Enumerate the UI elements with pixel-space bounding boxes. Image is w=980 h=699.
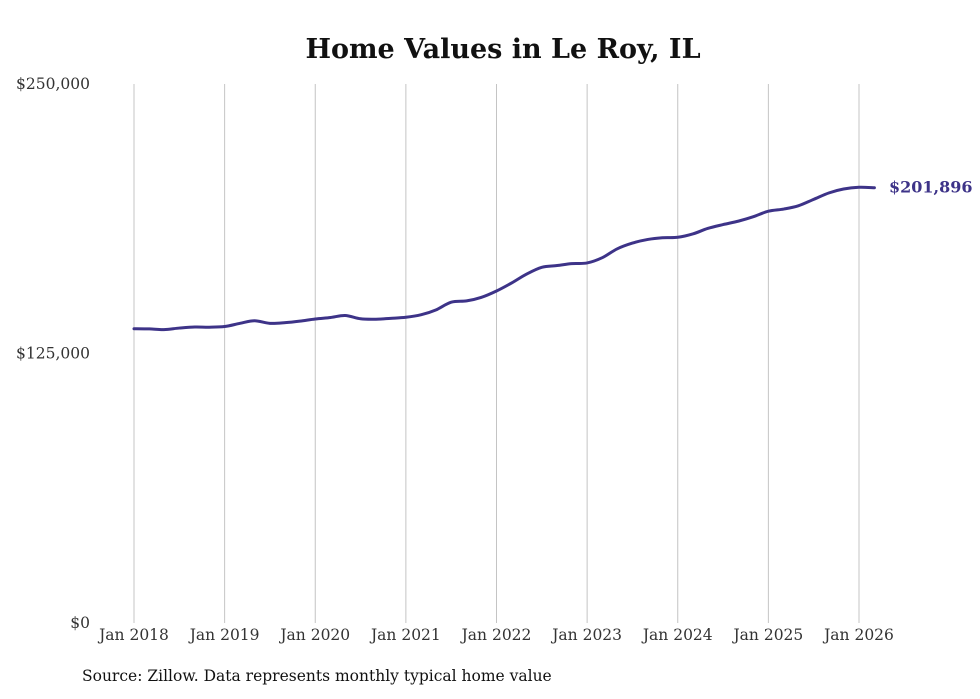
x-tick-label: Jan 2021 <box>369 626 441 644</box>
chart-title: Home Values in Le Roy, IL <box>305 34 700 65</box>
x-tick-label: Jan 2018 <box>97 626 169 644</box>
x-tick-label: Jan 2023 <box>550 626 622 644</box>
x-tick-label: Jan 2024 <box>641 626 713 644</box>
x-axis-tick-labels: Jan 2018 Jan 2019 Jan 2020 Jan 2021 Jan 2022… <box>97 626 894 644</box>
x-tick-label: Jan 2025 <box>731 626 803 644</box>
series-group <box>132 185 876 332</box>
x-tick-label: Jan 2020 <box>278 626 350 644</box>
x-tick-label: Jan 2026 <box>822 626 894 644</box>
y-tick-label: $0 <box>70 614 90 632</box>
last-value-label: $201,896 <box>889 178 973 197</box>
y-axis-tick-labels: $0 $125,000 $250,000 <box>16 75 90 632</box>
vertical-gridlines <box>133 84 860 623</box>
y-tick-label: $125,000 <box>16 345 90 363</box>
x-tick-label: Jan 2019 <box>188 626 260 644</box>
series-line-0 <box>132 185 876 332</box>
source-note: Source: Zillow. Data represents monthly … <box>82 667 552 685</box>
x-tick-label: Jan 2022 <box>460 626 532 644</box>
y-tick-label: $250,000 <box>16 75 90 93</box>
